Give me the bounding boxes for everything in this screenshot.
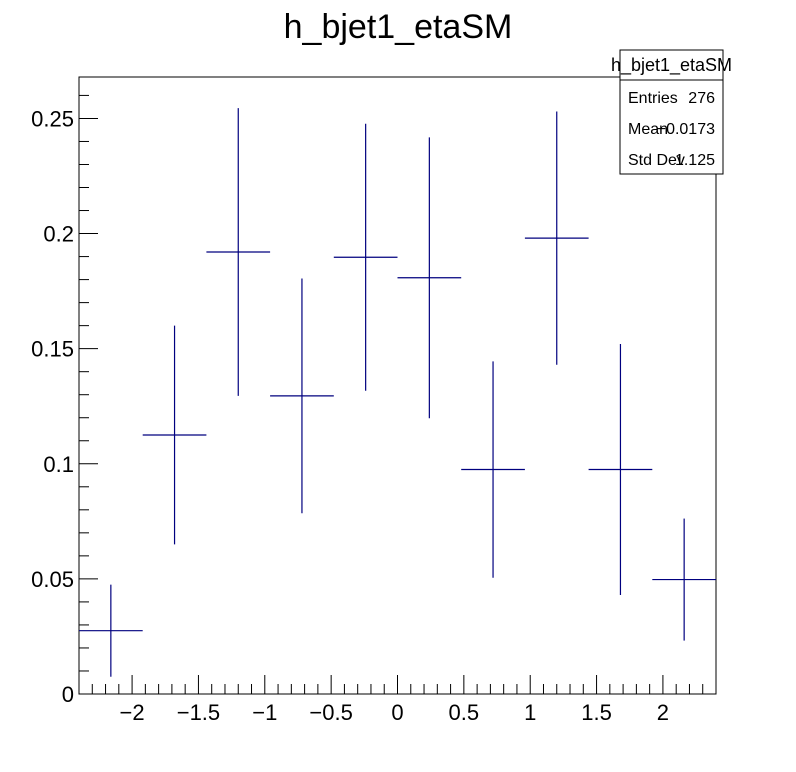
- stats-stddev-value: 1.125: [675, 152, 715, 169]
- histogram-bin: [588, 344, 653, 596]
- y-tick-label: 0.1: [43, 452, 74, 477]
- histogram-bin: [397, 137, 462, 419]
- x-tick-label: 0: [391, 700, 403, 725]
- stats-entries-label: Entries: [628, 90, 678, 107]
- y-tick-label: 0.25: [31, 106, 74, 131]
- x-tick-label: 2: [657, 700, 669, 725]
- histogram-bin: [652, 518, 716, 641]
- histogram-bin: [142, 325, 207, 545]
- x-tick-label: −1: [252, 700, 277, 725]
- stats-box: h_bjet1_etaSM Entries 276 Mean −0.0173 S…: [611, 49, 732, 175]
- histogram-bin: [79, 584, 143, 677]
- x-axis-ticks: [78, 675, 717, 694]
- x-tick-label: 1.5: [581, 700, 612, 725]
- stats-histogram-name: h_bjet1_etaSM: [611, 55, 732, 76]
- stats-entries-value: 276: [688, 90, 715, 107]
- y-axis-tick-labels: 0 0.05 0.1 0.15 0.2 0.25: [31, 106, 74, 707]
- y-tick-label: 0: [62, 682, 74, 707]
- chart-title: h_bjet1_etaSM: [284, 8, 513, 46]
- stats-mean-label: Mean: [628, 121, 668, 138]
- x-tick-label: −1.5: [177, 700, 220, 725]
- y-axis-ticks: [79, 94, 98, 695]
- x-tick-label: −2: [120, 700, 145, 725]
- histogram-bin: [333, 123, 398, 391]
- x-tick-label: 1: [524, 700, 536, 725]
- y-tick-label: 0.15: [31, 337, 74, 362]
- stats-box-frame: [619, 49, 724, 175]
- histogram-bins: [79, 108, 716, 677]
- histogram-bin: [524, 111, 589, 365]
- histogram-bin: [206, 108, 271, 396]
- stats-stddev-label: Std Dev: [628, 152, 685, 169]
- x-tick-label: 0.5: [449, 700, 480, 725]
- x-tick-label: −0.5: [309, 700, 352, 725]
- histogram-bin: [461, 361, 525, 578]
- x-axis-tick-labels: −2 −1.5 −1 −0.5 0 0.5 1 1.5 2: [120, 700, 670, 725]
- y-tick-label: 0.2: [43, 222, 74, 247]
- stats-mean-value: −0.0173: [657, 121, 715, 138]
- histogram-bin: [270, 278, 334, 514]
- y-tick-label: 0.05: [31, 567, 74, 592]
